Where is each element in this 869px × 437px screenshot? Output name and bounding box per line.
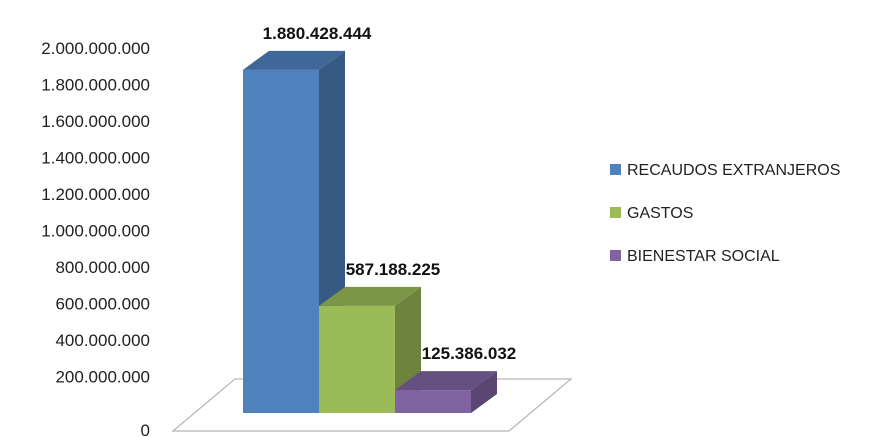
y-tick-label: 1.800.000.000 <box>41 76 150 95</box>
legend-swatch <box>610 250 621 261</box>
y-tick-label: 1.400.000.000 <box>41 149 150 168</box>
data-label: 587.188.225 <box>346 260 441 279</box>
legend-swatch <box>610 164 621 175</box>
y-tick-label: 1.000.000.000 <box>41 222 150 241</box>
y-tick-label: 200.000.000 <box>55 368 150 387</box>
data-label: 125.386.032 <box>422 344 517 363</box>
data-labels: 1.880.428.444 587.188.225 125.386.032 <box>263 24 517 363</box>
bar-top <box>243 50 345 70</box>
bar <box>243 50 345 413</box>
data-label: 1.880.428.444 <box>263 24 372 43</box>
bar-top <box>319 286 421 306</box>
bars <box>243 50 497 413</box>
legend-swatch <box>610 207 621 218</box>
bar-front <box>243 69 319 413</box>
bar-front <box>395 390 471 413</box>
y-axis: 0 200.000.000 400.000.000 600.000.000 800.00… <box>41 39 150 437</box>
legend-label: BIENESTAR SOCIAL <box>627 248 780 265</box>
legend-label: GASTOS <box>627 205 693 222</box>
y-tick-label: 400.000.000 <box>55 331 150 350</box>
y-tick-label: 1.600.000.000 <box>41 112 150 131</box>
legend-label: RECAUDOS EXTRANJEROS <box>627 162 840 179</box>
bar-side <box>471 371 497 413</box>
legend: RECAUDOS EXTRANJEROS GASTOS BIENESTAR SOCI… <box>610 162 840 265</box>
bar-top <box>395 371 497 391</box>
y-tick-label: 800.000.000 <box>55 258 150 277</box>
legend-entry: RECAUDOS EXTRANJEROS <box>610 162 840 179</box>
y-tick-label: 2.000.000.000 <box>41 39 150 58</box>
bar <box>395 371 497 413</box>
y-tick-label: 1.200.000.000 <box>41 185 150 204</box>
legend-entry: GASTOS <box>610 205 693 222</box>
bar-front <box>319 305 395 413</box>
y-tick-label: 600.000.000 <box>55 295 150 314</box>
y-tick-label: 0 <box>141 421 150 437</box>
legend-entry: BIENESTAR SOCIAL <box>610 248 780 265</box>
